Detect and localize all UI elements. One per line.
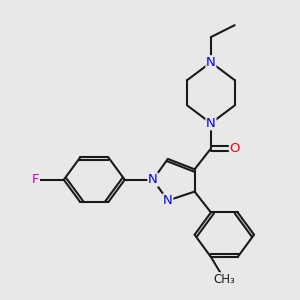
Text: F: F xyxy=(32,173,39,186)
Text: O: O xyxy=(230,142,240,155)
Text: N: N xyxy=(206,56,216,69)
Text: N: N xyxy=(148,173,158,186)
Text: N: N xyxy=(163,194,173,207)
Text: CH₃: CH₃ xyxy=(213,273,235,286)
Text: N: N xyxy=(206,117,216,130)
